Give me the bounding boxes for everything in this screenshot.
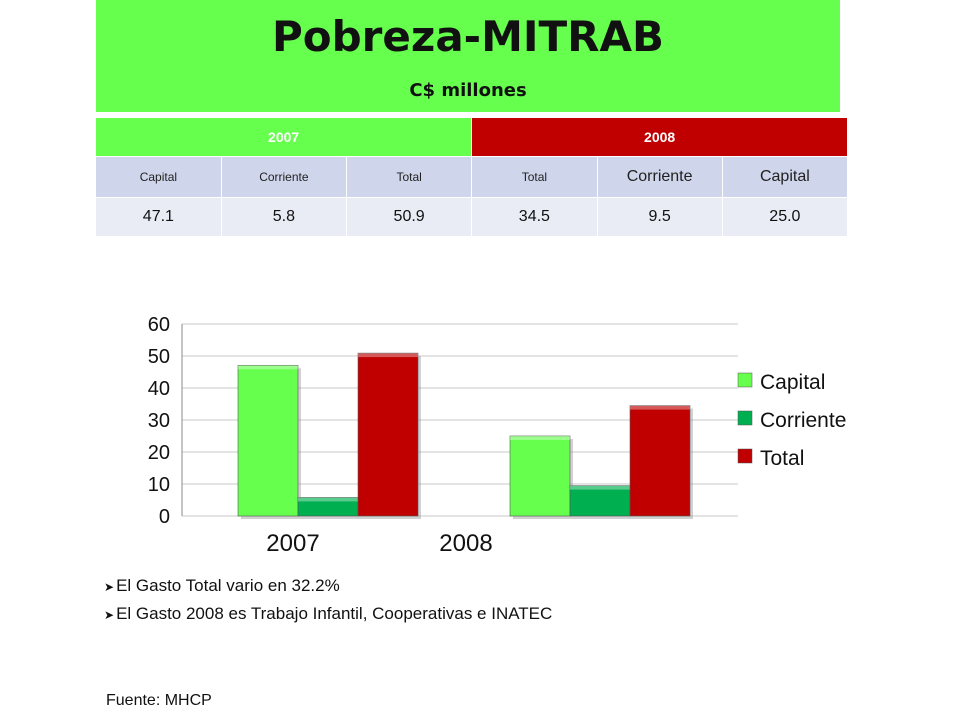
y-tick-label: 0 (159, 506, 170, 528)
bullet-text: El Gasto 2008 es Trabajo Infantil, Coope… (116, 604, 553, 623)
column-header: Corriente (597, 156, 723, 198)
table-cell: 9.5 (597, 197, 723, 237)
y-tick-label: 50 (148, 346, 170, 368)
legend-label: Corriente (760, 409, 846, 432)
y-tick-label: 60 (148, 314, 170, 336)
bullet-item: ➤ El Gasto 2008 es Trabajo Infantil, Coop… (104, 600, 552, 628)
bar (629, 405, 691, 517)
year-header-2008: 2008 (471, 118, 848, 157)
bar (509, 435, 571, 517)
legend-swatch (737, 448, 753, 464)
bar-highlight (358, 353, 418, 358)
column-header: Capital (722, 156, 849, 198)
page-title: Pobreza-MITRAB (271, 12, 665, 61)
bullet-list: ➤ El Gasto Total vario en 32.2% ➤ El Gasto… (104, 572, 552, 628)
y-tick-label: 20 (148, 442, 170, 464)
source-note: Fuente: MHCP (106, 692, 212, 709)
legend-label: Total (760, 447, 804, 470)
column-header: Total (471, 156, 598, 198)
bullet-item: ➤ El Gasto Total vario en 32.2% (104, 572, 552, 600)
bar (569, 485, 631, 517)
arrow-bullet-icon: ➤ (104, 580, 115, 594)
bar-highlight (630, 405, 690, 410)
bar-highlight (570, 485, 630, 490)
legend-swatch (737, 410, 753, 426)
table-cell: 5.8 (221, 197, 348, 237)
legend-label: Capital (760, 371, 825, 394)
table-cell: 25.0 (722, 197, 849, 237)
column-header: Total (346, 156, 473, 198)
year-header-2007: 2007 (96, 118, 473, 157)
column-header: Corriente (221, 156, 348, 198)
legend-swatch (737, 372, 753, 388)
table-cell: 47.1 (96, 197, 222, 237)
y-tick-label: 40 (148, 378, 170, 400)
y-tick-label: 30 (148, 410, 170, 432)
column-header: Capital (96, 156, 222, 198)
data-table: 2007 2008 Capital Corriente Total Total … (96, 118, 849, 237)
bar-highlight (510, 436, 570, 440)
y-tick-label: 10 (148, 474, 170, 496)
bar-highlight (298, 497, 358, 502)
title-banner: Pobreza-MITRAB C$ millones (96, 0, 840, 112)
table-cell: 50.9 (346, 197, 473, 237)
bar (237, 364, 299, 517)
bar (357, 352, 419, 517)
bar-highlight (238, 365, 298, 370)
arrow-bullet-icon: ➤ (104, 608, 115, 622)
x-tick-label: 2007 (266, 530, 319, 557)
bullet-text: El Gasto Total vario en 32.2% (116, 576, 340, 595)
x-tick-label: 2008 (439, 530, 492, 557)
table-cell: 34.5 (471, 197, 598, 237)
page-subtitle: C$ millones (409, 80, 527, 101)
